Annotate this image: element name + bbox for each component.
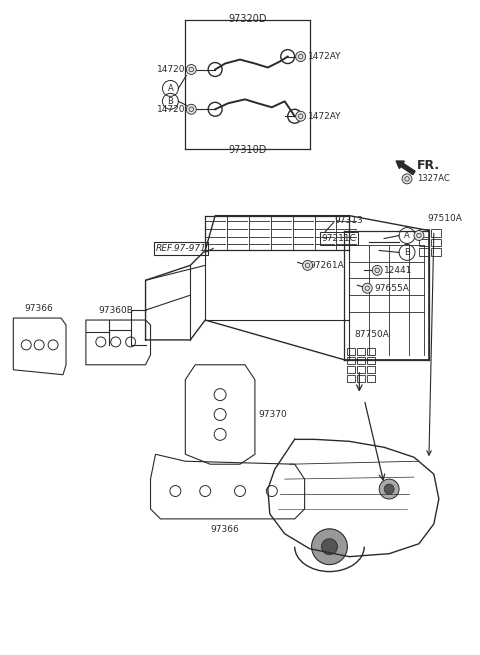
Circle shape bbox=[186, 104, 196, 114]
Circle shape bbox=[296, 52, 306, 62]
Bar bbox=[348, 375, 355, 382]
Text: A: A bbox=[404, 231, 410, 240]
Text: 97211C: 97211C bbox=[322, 234, 357, 243]
Circle shape bbox=[322, 539, 337, 555]
Circle shape bbox=[372, 265, 382, 275]
Bar bbox=[357, 365, 365, 373]
Circle shape bbox=[379, 479, 399, 499]
Text: 97366: 97366 bbox=[25, 304, 54, 313]
FancyArrow shape bbox=[396, 161, 415, 174]
Circle shape bbox=[186, 65, 196, 75]
Text: 14720: 14720 bbox=[157, 105, 185, 114]
Text: 97261A: 97261A bbox=[310, 261, 344, 270]
Circle shape bbox=[362, 283, 372, 293]
Circle shape bbox=[296, 111, 306, 121]
Text: 97320D: 97320D bbox=[228, 14, 267, 24]
Bar bbox=[431, 248, 441, 256]
Text: 1327AC: 1327AC bbox=[417, 174, 450, 183]
Bar bbox=[431, 229, 441, 236]
Text: 1472AY: 1472AY bbox=[308, 52, 341, 61]
Text: 14720: 14720 bbox=[157, 65, 185, 74]
Circle shape bbox=[312, 529, 348, 565]
Text: 97655A: 97655A bbox=[374, 284, 409, 293]
Bar bbox=[357, 348, 365, 355]
Circle shape bbox=[414, 231, 424, 240]
Bar bbox=[367, 357, 375, 364]
Text: B: B bbox=[404, 248, 410, 257]
Text: FR.: FR. bbox=[417, 159, 440, 172]
Text: 97310D: 97310D bbox=[229, 145, 267, 155]
Bar bbox=[419, 238, 429, 246]
Text: 97360B: 97360B bbox=[98, 306, 133, 315]
Bar bbox=[419, 248, 429, 256]
Text: 97510A: 97510A bbox=[427, 214, 462, 223]
Text: 87750A: 87750A bbox=[354, 331, 389, 339]
Bar bbox=[357, 375, 365, 382]
Bar bbox=[348, 365, 355, 373]
Bar bbox=[348, 357, 355, 364]
Text: REF.97-971: REF.97-971 bbox=[156, 244, 206, 253]
Text: 12441: 12441 bbox=[384, 266, 412, 275]
Bar bbox=[357, 357, 365, 364]
Text: A: A bbox=[168, 84, 173, 93]
Circle shape bbox=[384, 484, 394, 494]
Text: 1472AY: 1472AY bbox=[308, 112, 341, 121]
Bar bbox=[431, 238, 441, 246]
Bar bbox=[367, 365, 375, 373]
Bar bbox=[419, 229, 429, 236]
Circle shape bbox=[402, 174, 412, 184]
Text: 97366: 97366 bbox=[211, 525, 240, 534]
Bar bbox=[367, 375, 375, 382]
Bar bbox=[348, 348, 355, 355]
Bar bbox=[367, 348, 375, 355]
Circle shape bbox=[302, 261, 312, 271]
Text: 97313: 97313 bbox=[335, 216, 363, 225]
Text: B: B bbox=[168, 97, 173, 106]
Text: 97370: 97370 bbox=[258, 410, 287, 419]
